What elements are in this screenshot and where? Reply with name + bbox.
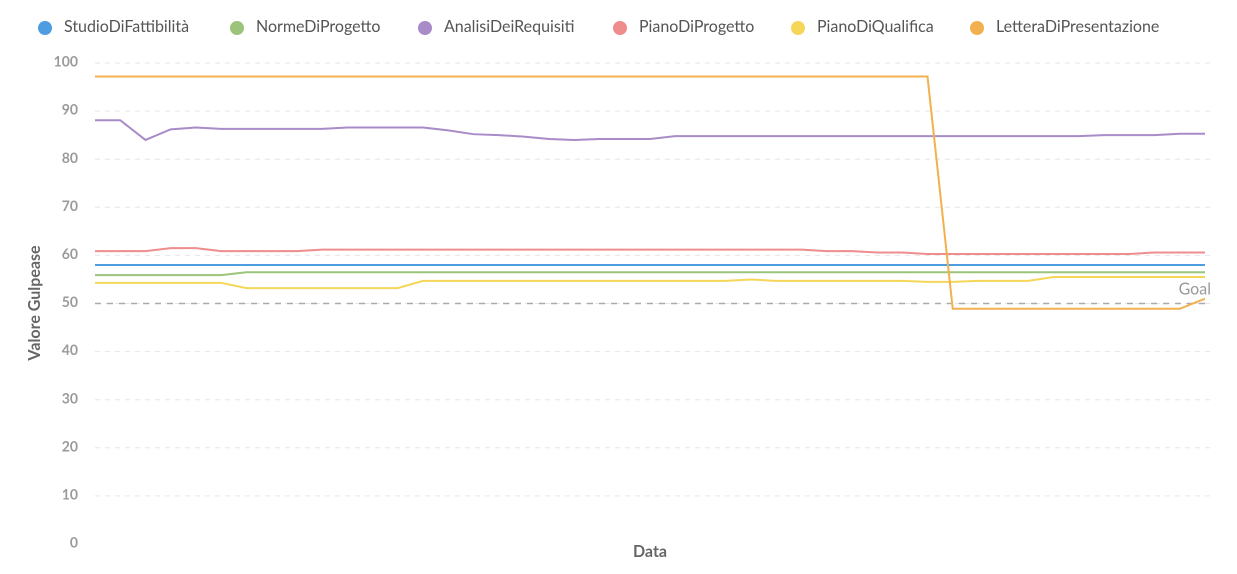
legend-label: PianoDiQualifica xyxy=(817,17,934,36)
y-tick-label: 70 xyxy=(62,197,78,214)
y-tick-label: 20 xyxy=(62,437,78,454)
y-tick-label: 30 xyxy=(62,389,78,406)
legend-swatch xyxy=(613,21,627,35)
y-tick-label: 40 xyxy=(62,341,78,358)
y-tick-label: 80 xyxy=(62,149,78,166)
series-line xyxy=(95,119,1205,142)
legend-swatch xyxy=(791,21,805,35)
y-tick-label: 60 xyxy=(62,245,78,262)
series-line xyxy=(95,276,1205,290)
series-line xyxy=(95,75,1206,310)
y-axis-label: Valore Gulpease xyxy=(25,245,44,362)
legend-label: PianoDiProgetto xyxy=(639,17,754,36)
y-tick-label: 10 xyxy=(62,485,78,502)
legend-swatch xyxy=(38,21,52,35)
legend-label: LetteraDiPresentazione xyxy=(996,17,1159,36)
y-tick-label: 100 xyxy=(54,53,78,70)
y-tick-label: 0 xyxy=(70,534,78,551)
legend-swatch xyxy=(230,21,244,35)
legend-swatch xyxy=(418,21,432,35)
y-tick-label: 50 xyxy=(62,293,78,310)
legend-label: NormeDiProgetto xyxy=(256,17,381,36)
goal-label: Goal xyxy=(1179,280,1211,299)
legend-label: StudioDiFattibilità xyxy=(64,17,189,36)
legend-swatch xyxy=(970,21,984,35)
series-line xyxy=(95,247,1205,255)
x-axis-label: Data xyxy=(633,542,667,561)
series-line xyxy=(95,271,1205,277)
legend-label: AnalisiDeiRequisiti xyxy=(444,17,574,36)
y-tick-label: 90 xyxy=(62,101,78,118)
